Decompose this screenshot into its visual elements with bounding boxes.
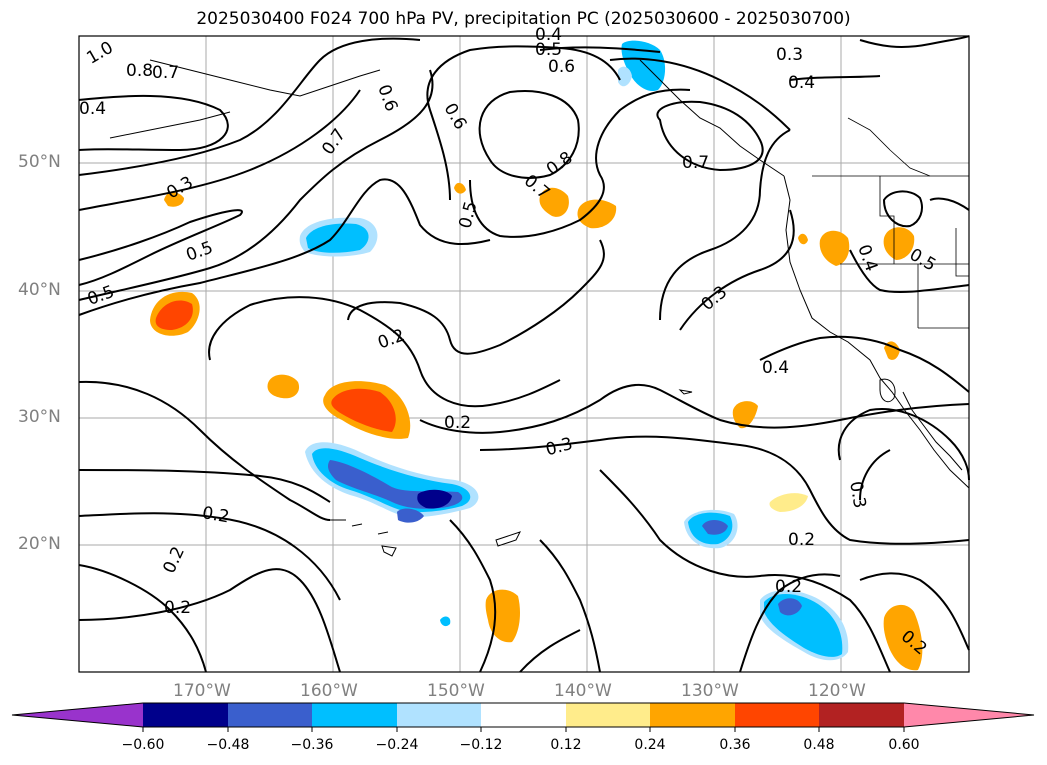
colorbar-swatch	[904, 703, 1034, 727]
colorbar-tick: −0.24	[375, 737, 419, 753]
colorbar	[11, 702, 1035, 732]
coastlines	[109, 59, 970, 557]
colorbar-swatch	[397, 703, 481, 727]
contour-label: 0.2	[788, 530, 815, 550]
contour-label: 0.3	[845, 480, 869, 510]
pv-contours	[78, 35, 970, 673]
lat-label-40n: 40°N	[18, 280, 61, 300]
contour-label: 0.4	[79, 99, 106, 119]
lon-label-170w: 170°W	[173, 681, 231, 701]
colorbar-tick: 0.48	[803, 737, 835, 753]
colorbar-swatch	[566, 703, 650, 727]
lon-label-140w: 140°W	[554, 681, 612, 701]
contour-label: 0.4	[535, 25, 562, 45]
colorbar-swatch	[312, 703, 397, 727]
contour-label: 0.7	[682, 153, 709, 173]
contour-label: 0.2	[775, 577, 802, 597]
colorbar-swatch	[228, 703, 312, 727]
colorbar-tick: −0.36	[290, 737, 334, 753]
colorbar-tick: −0.48	[206, 737, 250, 753]
lon-label-120w: 120°W	[808, 681, 866, 701]
contour-label: 0.8	[126, 61, 153, 81]
borders	[812, 117, 969, 329]
contour-label: 0.2	[444, 413, 471, 433]
contour-label: 0.2	[201, 503, 231, 527]
colorbar-swatch	[819, 703, 904, 727]
lon-label-160w: 160°W	[300, 681, 358, 701]
map-title: 2025030400 F024 700 hPa PV, precipitatio…	[196, 9, 851, 29]
contour-label: 0.2	[164, 598, 191, 618]
lat-label-30n: 30°N	[18, 407, 61, 427]
contour-label: 0.6	[548, 57, 575, 77]
graticule	[79, 36, 969, 672]
plot-frame	[78, 35, 970, 673]
colorbar-tick: 0.36	[719, 737, 751, 753]
colorbar-tick: 0.60	[888, 737, 920, 753]
colorbar-swatch	[735, 703, 819, 727]
colorbar-tick: 0.12	[550, 737, 582, 753]
contour-label: 0.5	[535, 40, 562, 60]
colorbar-swatch	[650, 703, 735, 727]
lon-label-130w: 130°W	[681, 681, 739, 701]
contour-label: 0.4	[762, 358, 789, 378]
precip-shading	[150, 40, 923, 671]
contour-label: 0.4	[788, 73, 815, 93]
colorbar-tick: 0.24	[634, 737, 666, 753]
colorbar-tick: −0.12	[459, 737, 503, 753]
colorbar-swatch	[12, 703, 143, 727]
lon-label-150w: 150°W	[427, 681, 485, 701]
lat-label-20n: 20°N	[18, 534, 61, 554]
colorbar-tick: −0.60	[121, 737, 165, 753]
colorbar-swatch	[143, 703, 228, 727]
contour-label: 0.7	[152, 63, 179, 83]
contour-label: 0.3	[776, 45, 803, 65]
colorbar-swatch	[481, 703, 566, 727]
lat-label-50n: 50°N	[18, 152, 61, 172]
